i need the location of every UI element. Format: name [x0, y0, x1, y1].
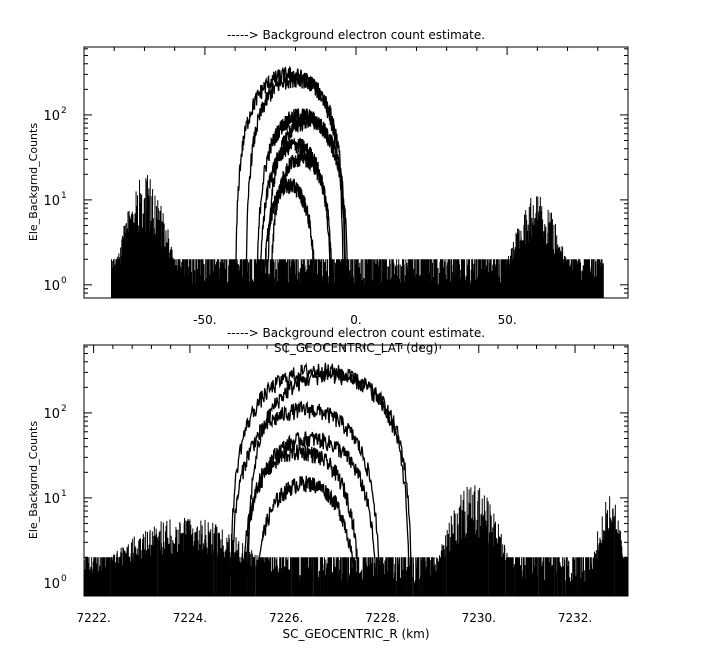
bottom-chart-series-line — [230, 400, 381, 577]
bottom-chart-title: -----> Background electron count estimat… — [227, 326, 485, 340]
top-chart-y-tick-exponent: 0 — [61, 276, 67, 286]
bottom-chart-x-tick-label: 7222. — [76, 611, 110, 625]
bottom-chart-y-tick-exponent: 0 — [61, 574, 67, 584]
bottom-chart-x-tick-label: 7226. — [269, 611, 303, 625]
top-chart-plot-frame — [83, 46, 629, 299]
top-chart-series-line — [235, 65, 344, 279]
bottom-chart-series-line — [252, 475, 359, 577]
top-chart: -----> Background electron count estimat… — [27, 28, 629, 355]
bottom-chart-series-line — [240, 444, 362, 577]
top-chart-x-axis-label: SC_GEOCENTRIC_LAT (deg) — [274, 341, 438, 355]
top-chart-series-line — [245, 71, 346, 279]
bottom-chart-series-line — [230, 362, 410, 577]
top-chart-x-tick-label: -50. — [193, 313, 216, 327]
bottom-chart-y-tick-label: 10 — [43, 492, 60, 507]
top-chart-series-line — [261, 178, 318, 279]
top-chart-series-line — [269, 149, 334, 279]
bottom-chart-y-tick-exponent: 2 — [61, 404, 67, 414]
top-chart-title: -----> Background electron count estimat… — [227, 28, 485, 42]
bottom-chart-data — [83, 362, 629, 596]
top-chart-y-tick-label: 10 — [43, 109, 60, 124]
bottom-chart-y-axis-label: Ele_Backgrnd_Counts — [27, 421, 40, 539]
bottom-chart-y-tick-label: 10 — [43, 577, 60, 592]
top-chart-y-axis-label: Ele_Backgrnd_Counts — [27, 123, 40, 241]
bottom-chart-y-tick-exponent: 1 — [61, 489, 67, 499]
top-chart-noise-spikes — [111, 175, 604, 298]
top-chart-x-tick-label: 50. — [498, 313, 517, 327]
top-chart-y-tick-exponent: 2 — [61, 106, 67, 116]
top-chart-y-tick-label: 10 — [43, 194, 60, 209]
top-chart-x-tick-label: 0. — [350, 313, 361, 327]
bottom-chart-plot-frame — [83, 344, 629, 597]
bottom-chart-x-tick-label: 7232. — [558, 611, 592, 625]
bottom-chart-x-tick-label: 7230. — [462, 611, 496, 625]
top-chart-y-tick-exponent: 1 — [61, 191, 67, 201]
top-chart-y-tick-label: 10 — [43, 279, 60, 294]
bottom-chart: -----> Background electron count estimat… — [27, 326, 629, 641]
top-chart-data — [111, 65, 604, 298]
bottom-chart-x-tick-label: 7228. — [365, 611, 399, 625]
bottom-chart-series-line — [247, 368, 412, 577]
bottom-chart-x-axis-label: SC_GEOCENTRIC_R (km) — [283, 627, 430, 641]
bottom-chart-y-tick-label: 10 — [43, 407, 60, 422]
bottom-chart-x-tick-label: 7224. — [173, 611, 207, 625]
